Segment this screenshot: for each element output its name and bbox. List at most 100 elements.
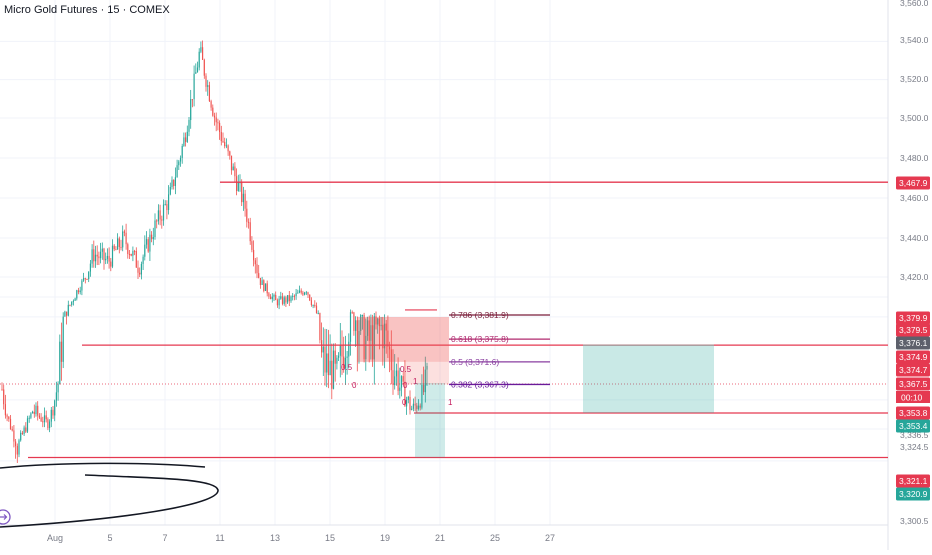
candle-body <box>380 324 382 327</box>
price-tick-label: 3,324.5 <box>900 442 929 452</box>
time-tick-label: 15 <box>325 533 335 543</box>
candle-body <box>215 117 217 123</box>
candle-body <box>392 370 394 386</box>
candle-body <box>423 384 425 393</box>
candle-body <box>162 204 165 221</box>
price-scale-badge <box>896 406 930 420</box>
fib-small-label: 0.5 <box>341 363 353 372</box>
candle-body <box>4 404 6 416</box>
candle-body <box>203 59 205 76</box>
candle-body <box>229 151 231 156</box>
price-scale-badge <box>896 323 930 337</box>
candle-body <box>108 255 110 262</box>
candle-body <box>355 320 357 331</box>
candle-body <box>251 241 253 250</box>
fib-zone-box <box>357 317 449 362</box>
candle-body <box>366 320 369 336</box>
candle-body <box>130 253 132 256</box>
candle-body <box>21 432 23 435</box>
candle-body <box>351 312 353 314</box>
fib-small-label: 1 <box>413 377 418 386</box>
candle-body <box>321 340 323 353</box>
position-target-zone <box>583 345 714 413</box>
candle-body <box>66 311 68 316</box>
candle-body <box>317 313 319 315</box>
candle-body <box>263 280 265 291</box>
scroll-to-realtime-icon[interactable] <box>0 509 11 525</box>
time-tick-label: 7 <box>162 533 167 543</box>
candle-body <box>38 415 40 418</box>
fib-small-label: 0 <box>402 398 407 407</box>
candle-body <box>11 429 13 431</box>
fib-label: 0.382 (3,367.3) <box>451 379 509 389</box>
candle-body <box>161 219 163 221</box>
candle-body <box>295 293 297 297</box>
candle-body <box>268 293 270 297</box>
candle-body <box>118 238 120 247</box>
price-tick-label: 3,480.0 <box>900 153 929 163</box>
candle-body <box>370 325 372 341</box>
candle-body <box>173 179 175 186</box>
candle-body <box>191 99 193 101</box>
candle-body <box>77 290 80 293</box>
time-tick-label: Aug <box>47 533 63 543</box>
candle-body <box>149 234 151 252</box>
candle-body <box>280 296 282 299</box>
candle-body <box>220 132 222 142</box>
candle-body <box>123 231 125 233</box>
candle-body <box>43 415 46 423</box>
candle-body <box>55 392 57 401</box>
candle-body <box>171 179 173 188</box>
drawing-stroke <box>0 462 206 469</box>
candle-body <box>28 417 30 419</box>
candle-body <box>64 311 66 317</box>
candle-body <box>50 409 52 422</box>
candle-body <box>349 312 352 342</box>
candle-body <box>256 264 258 274</box>
candle-body <box>414 403 416 406</box>
candle-body <box>271 296 273 300</box>
candle-body <box>365 335 367 360</box>
candle-body <box>128 253 131 255</box>
candle-body <box>258 273 260 278</box>
candle-body <box>253 249 255 261</box>
candle-body <box>122 231 124 248</box>
candle-body <box>389 346 391 350</box>
candle-body <box>1 389 3 391</box>
price-scale-badge-text: 3,376.1 <box>899 338 928 348</box>
candle-body <box>332 350 335 389</box>
candle-body <box>94 254 97 262</box>
candle-body <box>419 405 421 408</box>
candle-body <box>397 370 399 391</box>
price-scale-badge <box>896 176 930 190</box>
price-scale-badge <box>896 474 930 488</box>
candle-body <box>212 107 214 116</box>
candle-body <box>338 355 340 358</box>
countdown-text: 00:10 <box>901 393 923 403</box>
candle-body <box>373 316 375 360</box>
candle-body <box>222 141 224 143</box>
fib-label: 0.618 (3,375.8) <box>451 334 509 344</box>
candle-body <box>219 122 221 133</box>
candle-body <box>307 292 309 295</box>
candle-body <box>125 232 127 245</box>
candle-body <box>185 137 187 142</box>
candle-body <box>300 290 302 293</box>
candle-body <box>334 350 336 364</box>
time-tick-label: 21 <box>435 533 445 543</box>
price-tick-label: 3,420.0 <box>900 272 929 282</box>
candle-body <box>378 318 380 327</box>
candle-body <box>210 101 212 108</box>
price-tick-label: 3,500.0 <box>900 113 929 123</box>
candle-body <box>145 239 148 245</box>
candle-body <box>168 194 170 211</box>
candle-body <box>135 251 137 268</box>
candle-body <box>23 427 25 435</box>
candle-body <box>106 255 108 259</box>
candle-body <box>426 365 428 370</box>
candle-body <box>137 267 139 273</box>
candle-body <box>417 405 420 410</box>
price-scale-badge-text: 3,379.9 <box>899 313 928 323</box>
candle-body <box>232 166 234 171</box>
